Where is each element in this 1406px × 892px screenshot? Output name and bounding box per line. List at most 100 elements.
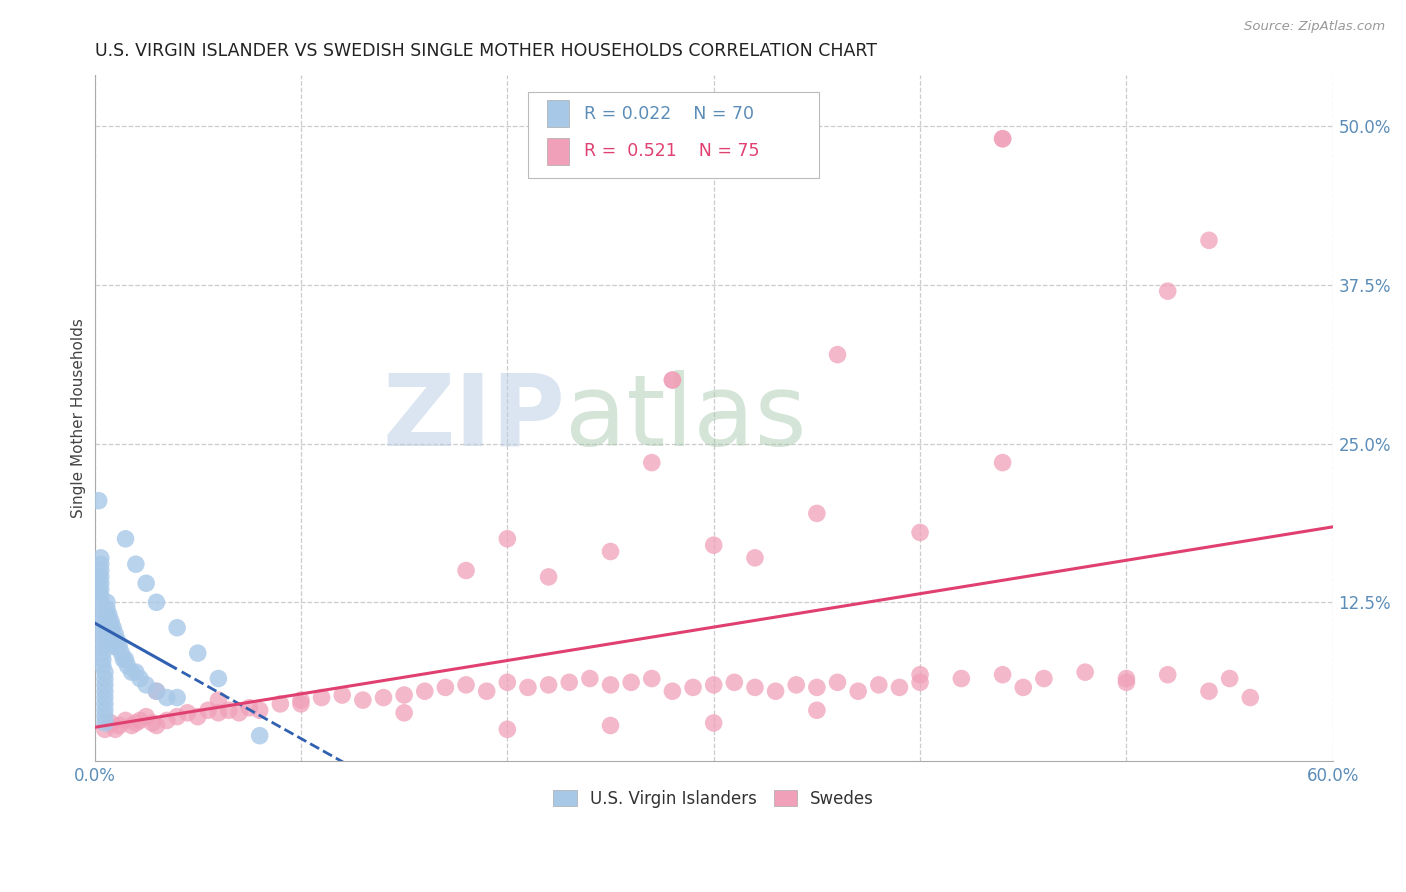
Point — [703, 716, 725, 731]
Point — [238, 700, 260, 714]
Point — [129, 672, 152, 686]
Text: ZIP: ZIP — [382, 369, 565, 467]
Point — [87, 582, 110, 597]
Point — [166, 709, 188, 723]
Point — [98, 607, 121, 622]
Point — [249, 703, 271, 717]
Point — [413, 684, 436, 698]
Point — [96, 607, 118, 622]
Point — [827, 675, 849, 690]
Point — [373, 690, 395, 705]
Point — [166, 690, 188, 705]
Point — [661, 373, 683, 387]
Point — [330, 688, 353, 702]
Point — [166, 621, 188, 635]
Point — [496, 532, 519, 546]
Point — [112, 652, 135, 666]
Point — [599, 718, 621, 732]
Point — [1239, 690, 1261, 705]
Point — [1032, 672, 1054, 686]
Point — [517, 681, 540, 695]
Point — [723, 675, 745, 690]
Point — [641, 672, 664, 686]
Point — [187, 646, 209, 660]
Point — [156, 714, 179, 728]
Point — [1219, 672, 1241, 686]
Point — [141, 716, 163, 731]
Point — [101, 633, 124, 648]
Point — [91, 615, 114, 629]
Point — [87, 493, 110, 508]
Point — [94, 703, 117, 717]
Point — [117, 658, 139, 673]
Point — [90, 582, 112, 597]
Point — [392, 706, 415, 720]
Point — [114, 532, 136, 546]
Point — [87, 570, 110, 584]
Point — [135, 678, 157, 692]
Point — [661, 373, 683, 387]
Point — [496, 675, 519, 690]
Point — [90, 589, 112, 603]
Point — [176, 706, 198, 720]
Point — [744, 550, 766, 565]
Point — [105, 640, 128, 654]
Point — [91, 633, 114, 648]
Point — [187, 709, 209, 723]
Y-axis label: Single Mother Households: Single Mother Households — [72, 318, 86, 518]
Point — [145, 684, 167, 698]
Point — [94, 709, 117, 723]
Point — [1115, 675, 1137, 690]
Point — [744, 681, 766, 695]
Point — [108, 640, 131, 654]
Point — [104, 723, 127, 737]
Point — [207, 672, 229, 686]
Point — [827, 348, 849, 362]
Point — [100, 621, 122, 635]
Point — [661, 684, 683, 698]
Point — [785, 678, 807, 692]
Point — [94, 690, 117, 705]
Point — [207, 706, 229, 720]
Point — [537, 678, 560, 692]
Point — [129, 714, 152, 728]
Text: atlas: atlas — [565, 369, 807, 467]
Point — [991, 132, 1014, 146]
Point — [1074, 665, 1097, 680]
Text: Source: ZipAtlas.com: Source: ZipAtlas.com — [1244, 20, 1385, 33]
Point — [114, 652, 136, 666]
Point — [1012, 681, 1035, 695]
Point — [114, 714, 136, 728]
Point — [94, 678, 117, 692]
Point — [90, 570, 112, 584]
Point — [537, 570, 560, 584]
Point — [98, 615, 121, 629]
Point — [98, 621, 121, 635]
Point — [599, 678, 621, 692]
Point — [94, 684, 117, 698]
Point — [90, 576, 112, 591]
Point — [125, 716, 148, 731]
Point — [90, 550, 112, 565]
Point — [96, 627, 118, 641]
Point — [290, 697, 312, 711]
Point — [392, 688, 415, 702]
Point — [207, 693, 229, 707]
Point — [94, 697, 117, 711]
Point — [496, 723, 519, 737]
Point — [599, 544, 621, 558]
Point — [94, 672, 117, 686]
Point — [90, 564, 112, 578]
Point — [269, 697, 291, 711]
Point — [703, 538, 725, 552]
Point — [104, 640, 127, 654]
Point — [145, 718, 167, 732]
Point — [682, 681, 704, 695]
Point — [108, 718, 131, 732]
Point — [94, 723, 117, 737]
Point — [454, 564, 477, 578]
Point — [991, 667, 1014, 681]
Point — [104, 633, 127, 648]
Point — [806, 681, 828, 695]
Text: R = 0.022    N = 70: R = 0.022 N = 70 — [583, 104, 754, 122]
